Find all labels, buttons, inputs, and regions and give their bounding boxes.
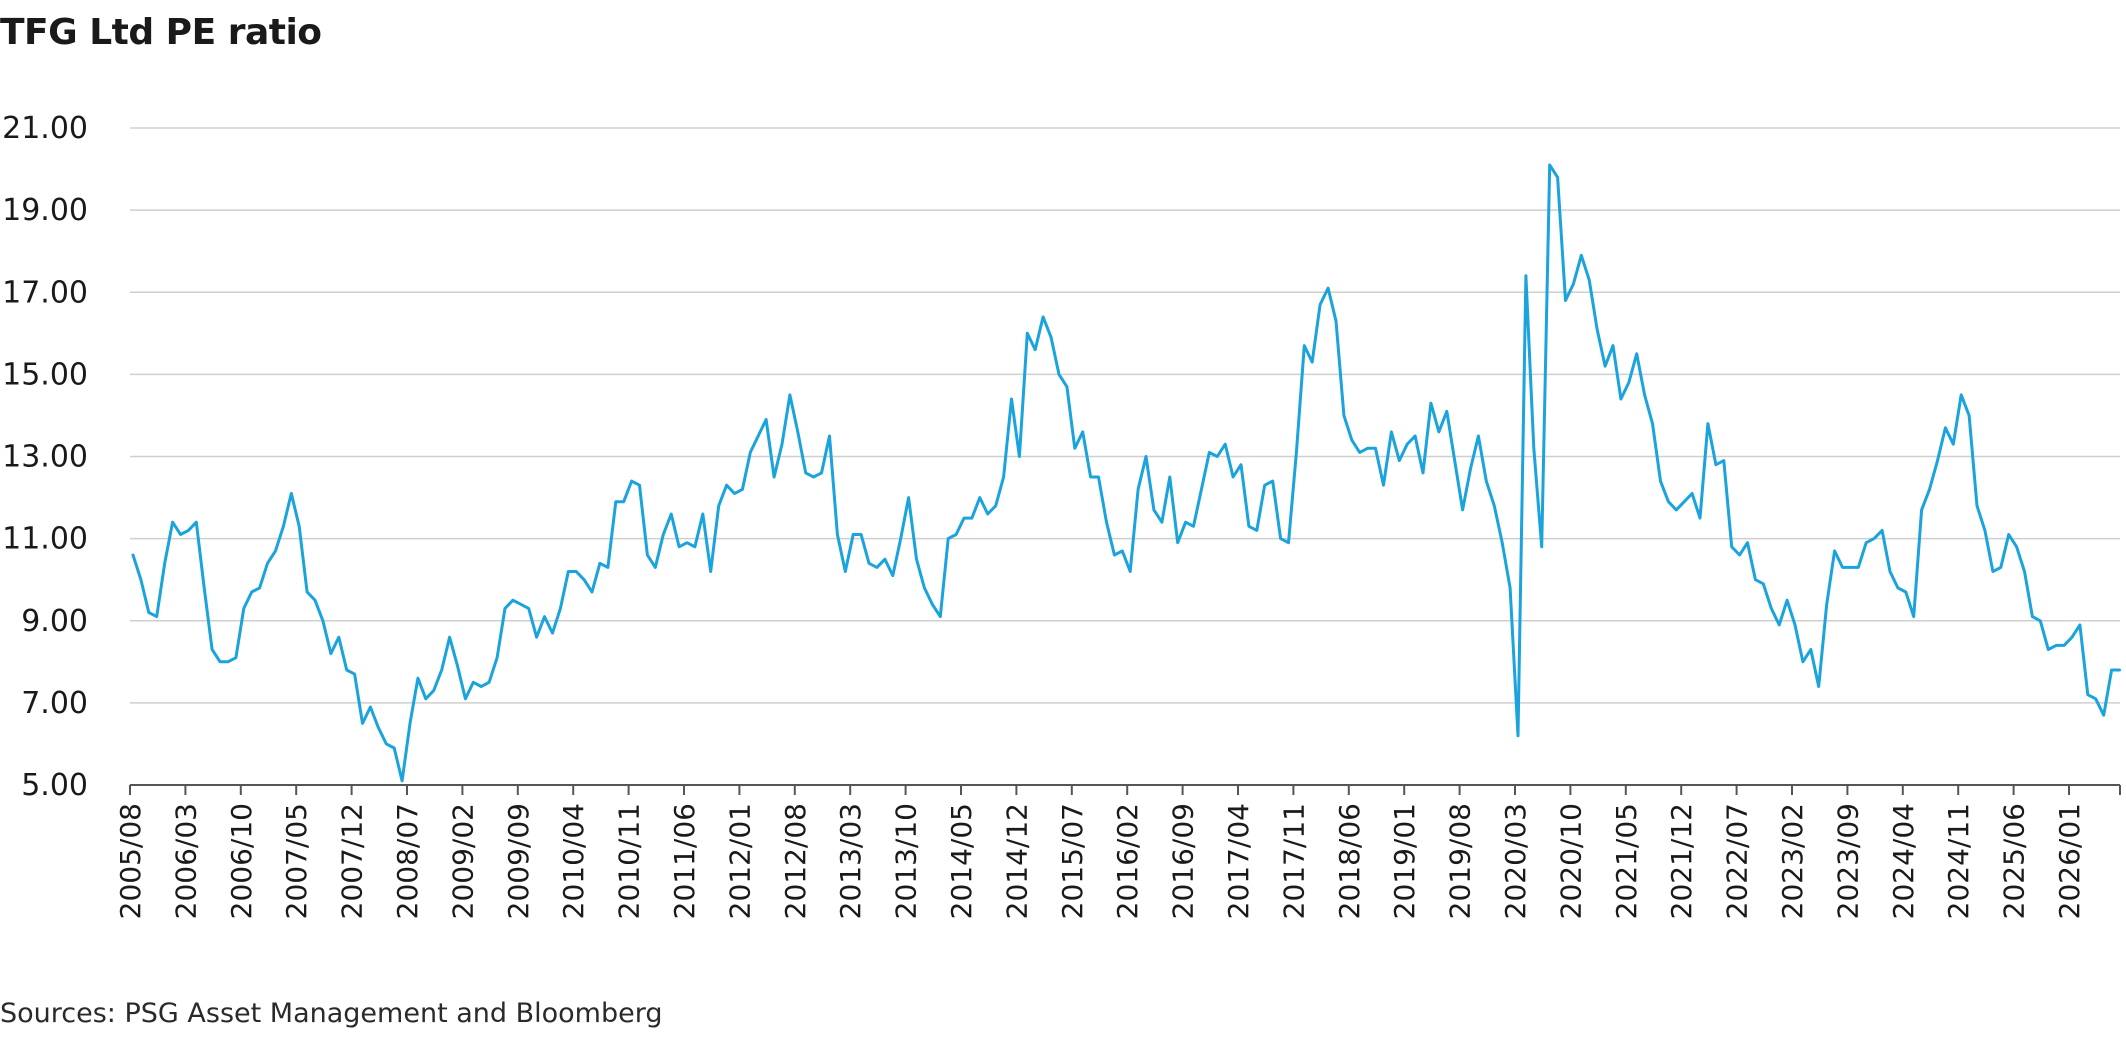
gridlines <box>130 127 2120 704</box>
x-tick-label: 2011/06 <box>668 803 701 919</box>
y-tick-label: 13.00 <box>2 440 88 475</box>
x-tick-label: 2013/03 <box>834 803 867 919</box>
chart-source-note: Sources: PSG Asset Management and Bloomb… <box>0 998 663 1029</box>
x-tick-label: 2009/09 <box>502 803 535 919</box>
x-tick-label: 2016/09 <box>1167 803 1200 919</box>
x-tick-label: 2020/03 <box>1499 803 1532 919</box>
x-tick-label: 2023/02 <box>1776 803 1809 919</box>
x-tick-label: 2012/01 <box>723 803 756 919</box>
x-tick-label: 2018/06 <box>1333 803 1366 919</box>
y-tick-label: 17.00 <box>2 275 88 310</box>
x-tick-label: 2025/06 <box>1998 803 2031 919</box>
x-tick-label: 2010/11 <box>613 803 646 919</box>
x-tick-label: 2005/08 <box>114 803 147 919</box>
x-tick-label: 2007/12 <box>336 803 369 919</box>
x-tick-label: 2010/04 <box>557 803 590 919</box>
x-tick-label: 2024/11 <box>1942 803 1975 919</box>
y-tick-label: 15.00 <box>2 357 88 392</box>
x-tick-label: 2020/10 <box>1554 803 1587 919</box>
chart-title: TFG Ltd PE ratio <box>0 12 322 53</box>
x-tick-label: 2023/09 <box>1831 803 1864 919</box>
x-tick-label: 2019/01 <box>1388 803 1421 919</box>
x-tick-label: 2016/02 <box>1111 803 1144 919</box>
x-tick-label: 2015/07 <box>1056 803 1089 919</box>
x-tick-label: 2012/08 <box>779 803 812 919</box>
x-tick-label: 2017/04 <box>1222 803 1255 919</box>
x-tick-label: 2014/12 <box>1000 803 1033 919</box>
y-tick-label: 19.00 <box>2 193 88 228</box>
x-tick-label: 2017/11 <box>1277 803 1310 919</box>
x-tick-label: 2008/07 <box>391 803 424 919</box>
x-tick-label: 2013/10 <box>890 803 923 919</box>
y-tick-label: 7.00 <box>21 686 88 721</box>
x-axis <box>129 784 2121 795</box>
x-tick-label: 2007/05 <box>280 803 313 919</box>
x-tick-label: 2026/01 <box>2053 803 2086 919</box>
x-tick-label: 2006/10 <box>225 803 258 919</box>
x-tick-label: 2022/07 <box>1721 803 1754 919</box>
x-tick-label: 2014/05 <box>945 803 978 919</box>
y-tick-label: 9.00 <box>21 604 88 639</box>
x-tick-label: 2006/03 <box>169 803 202 919</box>
series-line <box>131 163 2121 783</box>
series-layer <box>131 163 2121 783</box>
x-tick-label: 2009/02 <box>446 803 479 919</box>
x-tick-label: 2021/12 <box>1665 803 1698 919</box>
y-tick-label: 5.00 <box>21 768 88 803</box>
x-tick-label: 2024/04 <box>1887 803 1920 919</box>
y-tick-label: 11.00 <box>2 522 88 557</box>
y-tick-label: 21.00 <box>2 111 88 146</box>
y-axis-tick-labels: 5.00 7.00 9.00 11.00 13.00 15.00 17.00 19.00 21.… <box>2 111 88 803</box>
x-tick-label: 2019/08 <box>1444 803 1477 919</box>
x-axis-tick-labels: 2005/08 2006/03 2006/10 2007/05 2007/12 2008/… <box>114 803 2086 919</box>
x-tick-label: 2021/05 <box>1610 803 1643 919</box>
